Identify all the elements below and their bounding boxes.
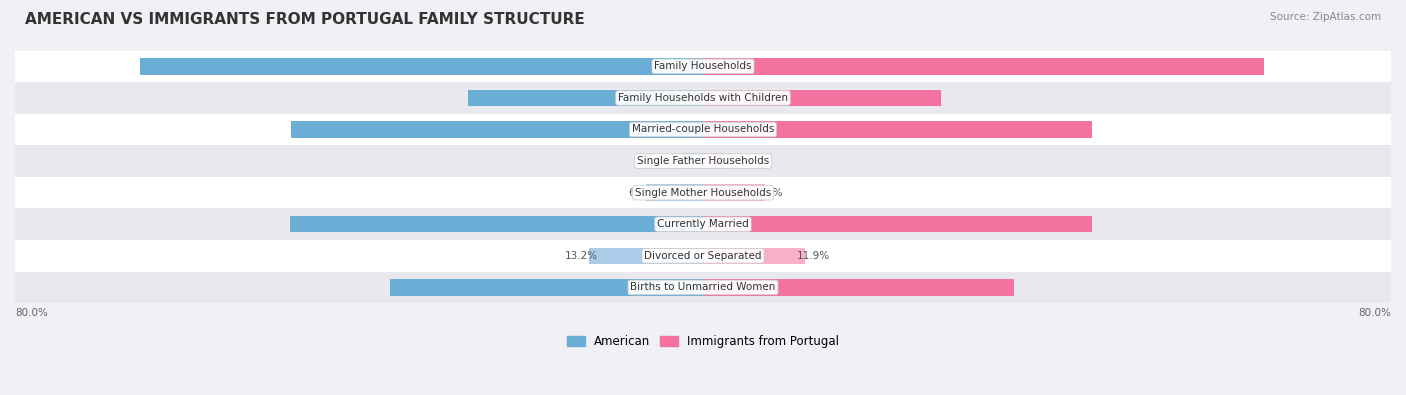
Bar	[15, 209, 1391, 240]
Text: Currently Married: Currently Married	[657, 219, 749, 229]
Bar	[703, 279, 1014, 295]
Text: 11.9%: 11.9%	[797, 251, 830, 261]
Text: 27.3%: 27.3%	[654, 93, 690, 103]
Text: 2.4%: 2.4%	[665, 156, 690, 166]
Bar	[703, 216, 1091, 232]
Text: 7.2%: 7.2%	[756, 188, 783, 198]
Text: 65.5%: 65.5%	[654, 61, 690, 71]
Bar	[139, 58, 703, 75]
Text: Source: ZipAtlas.com: Source: ZipAtlas.com	[1270, 12, 1381, 22]
Bar	[15, 51, 1391, 82]
Bar	[15, 272, 1391, 303]
Bar	[703, 153, 725, 169]
Bar	[703, 184, 765, 201]
Text: Births to Unmarried Women: Births to Unmarried Women	[630, 282, 776, 292]
Text: 80.0%: 80.0%	[15, 308, 48, 318]
Bar	[389, 279, 703, 295]
Bar	[468, 90, 703, 106]
Bar	[15, 82, 1391, 114]
Text: Family Households: Family Households	[654, 61, 752, 71]
Bar	[15, 145, 1391, 177]
Text: 13.2%: 13.2%	[565, 251, 598, 261]
Bar	[703, 248, 806, 264]
Text: 45.2%: 45.2%	[716, 124, 752, 135]
Bar	[703, 58, 1264, 75]
Bar	[589, 248, 703, 264]
Text: Single Mother Households: Single Mother Households	[636, 188, 770, 198]
Text: 65.2%: 65.2%	[716, 61, 752, 71]
Bar	[682, 153, 703, 169]
Text: 2.6%: 2.6%	[717, 156, 744, 166]
Text: AMERICAN VS IMMIGRANTS FROM PORTUGAL FAMILY STRUCTURE: AMERICAN VS IMMIGRANTS FROM PORTUGAL FAM…	[25, 12, 585, 27]
Bar	[703, 90, 941, 106]
Bar	[291, 121, 703, 138]
Text: 47.9%: 47.9%	[654, 124, 690, 135]
Text: Divorced or Separated: Divorced or Separated	[644, 251, 762, 261]
Bar	[290, 216, 703, 232]
Text: 48.0%: 48.0%	[654, 219, 690, 229]
Text: 36.2%: 36.2%	[716, 282, 752, 292]
Text: 45.2%: 45.2%	[716, 219, 752, 229]
Text: Single Father Households: Single Father Households	[637, 156, 769, 166]
Text: 27.7%: 27.7%	[716, 93, 752, 103]
Text: 6.6%: 6.6%	[628, 188, 655, 198]
Legend: American, Immigrants from Portugal: American, Immigrants from Portugal	[562, 331, 844, 353]
Bar	[15, 240, 1391, 272]
Bar	[15, 114, 1391, 145]
Text: Married-couple Households: Married-couple Households	[631, 124, 775, 135]
Text: Family Households with Children: Family Households with Children	[619, 93, 787, 103]
Text: 36.4%: 36.4%	[654, 282, 690, 292]
Bar	[703, 121, 1091, 138]
Bar	[647, 184, 703, 201]
Bar	[15, 177, 1391, 209]
Text: 80.0%: 80.0%	[1358, 308, 1391, 318]
